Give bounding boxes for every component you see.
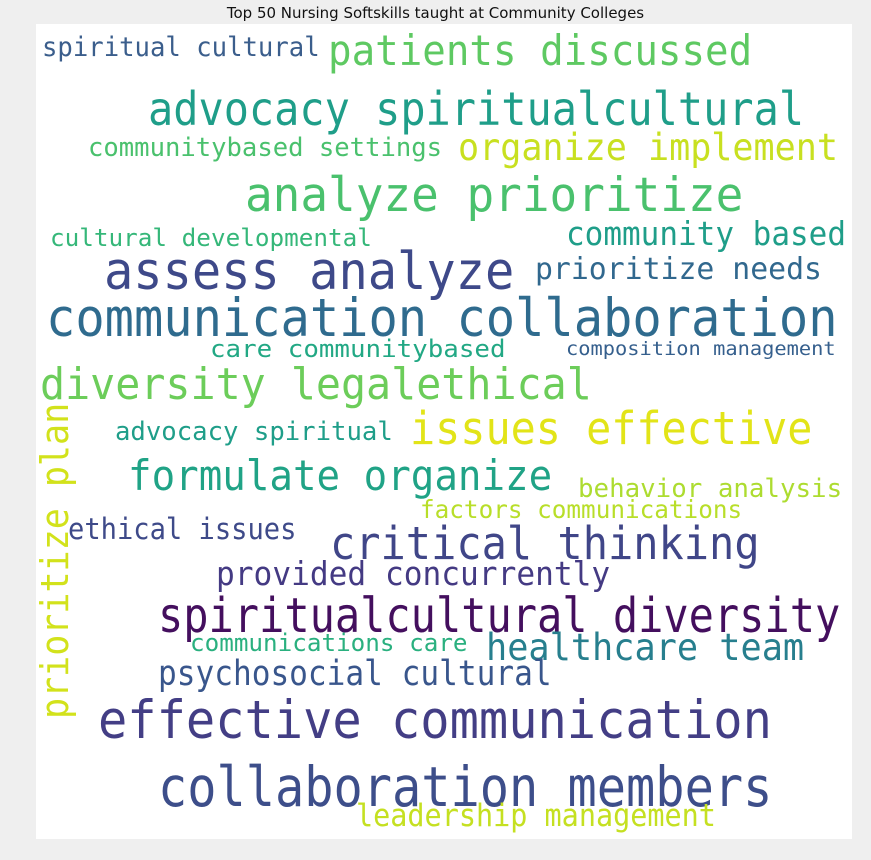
- word-behavior-analysis: behavior analysis: [578, 474, 843, 504]
- word-prioritize-plan: prioritize plan: [36, 402, 77, 719]
- word-critical-thinking: critical thinking: [330, 517, 760, 570]
- word-ethical-issues: ethical issues: [68, 512, 297, 546]
- word-care-communitybased: care communitybased: [210, 335, 506, 363]
- word-leadership-management: leadership management: [356, 798, 716, 834]
- word-communications-care: communications care: [190, 629, 468, 657]
- word-prioritize-needs: prioritize needs: [535, 252, 822, 287]
- word-spiritual-cultural: spiritual cultural: [42, 32, 320, 63]
- word-community-based: community based: [566, 214, 847, 253]
- word-spiritualcultural-diversity: spiritualcultural diversity: [158, 588, 841, 644]
- word-healthcare-team: healthcare team: [486, 626, 805, 669]
- word-patients-discussed: patients discussed: [328, 26, 753, 75]
- word-effective-communication: effective communication: [98, 690, 772, 751]
- word-assess-analyze: assess analyze: [104, 242, 515, 302]
- word-issues-effective: issues effective: [410, 402, 813, 455]
- word-factors-communications: factors communications: [420, 495, 743, 524]
- word-communitybased-settings: communitybased settings: [88, 133, 443, 163]
- word-communication-collaboration: communication collaboration: [46, 288, 838, 349]
- word-advocacy-spiritualcultural: advocacy spiritualcultural: [148, 82, 805, 136]
- word-cultural-developmental: cultural developmental: [50, 224, 372, 252]
- word-analyze-prioritize: analyze prioritize: [245, 168, 744, 223]
- word-cloud-canvas: spiritual cultural patients discussed advo…: [36, 24, 852, 839]
- word-advocacy-spiritual: advocacy spiritual: [115, 417, 393, 447]
- word-provided-concurrently: provided concurrently: [216, 554, 611, 593]
- figure-title: Top 50 Nursing Softskills taught at Comm…: [226, 4, 645, 22]
- word-organize-implement: organize implement: [458, 126, 838, 169]
- word-psychosocial-cultural: psychosocial cultural: [158, 654, 552, 694]
- word-formulate-organize: formulate organize: [128, 451, 553, 500]
- word-diversity-legalethical: diversity legalethical: [40, 359, 592, 410]
- word-collaboration-members: collaboration members: [158, 755, 773, 819]
- word-composition-management: composition management: [566, 338, 836, 360]
